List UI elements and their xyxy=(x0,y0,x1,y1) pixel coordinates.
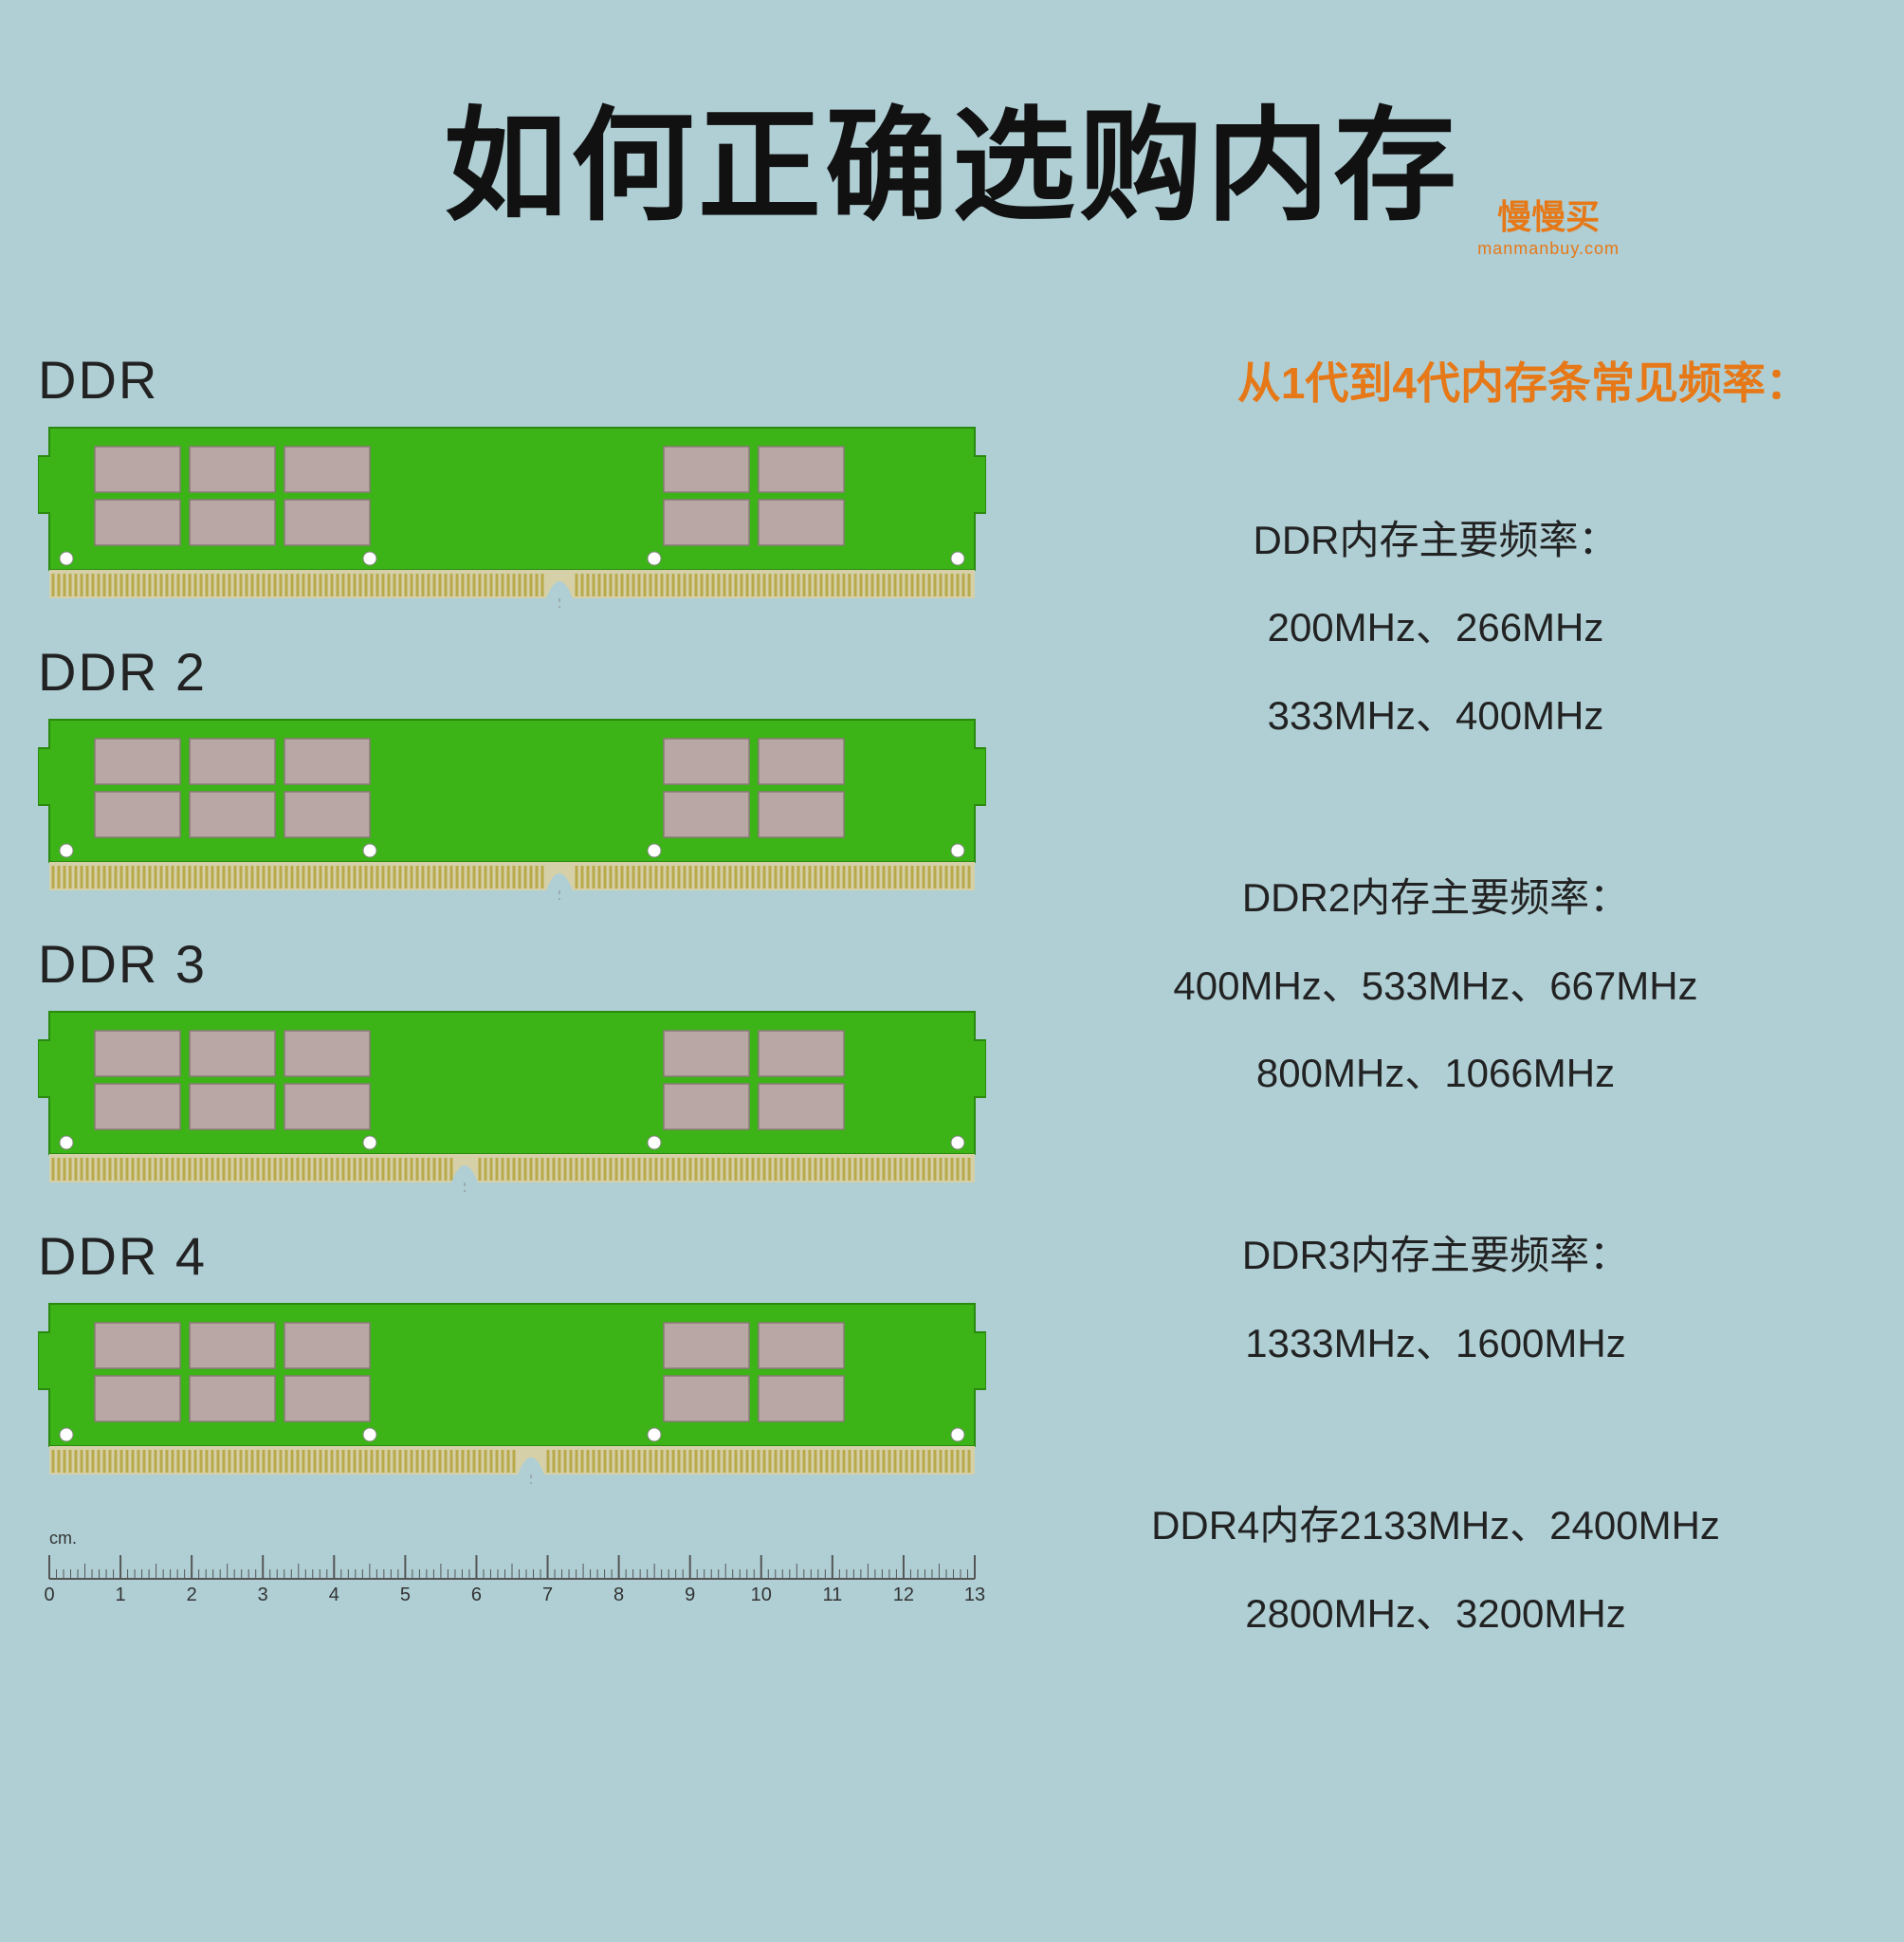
svg-text:7: 7 xyxy=(542,1585,553,1605)
spec-column: 从1代到4代内存条常见频率： DDR内存主要频率：200MHz、266MHz33… xyxy=(1005,349,1866,1752)
ram-label: DDR xyxy=(38,349,1005,411)
svg-text:13: 13 xyxy=(964,1585,985,1605)
svg-text:8: 8 xyxy=(613,1585,624,1605)
spec-line: 800MHz、1066MHz xyxy=(1043,1030,1828,1117)
svg-text:11: 11 xyxy=(822,1585,842,1605)
svg-text:0: 0 xyxy=(44,1585,54,1605)
watermark-brand: 慢慢买 xyxy=(1477,190,1620,239)
svg-text:4: 4 xyxy=(329,1585,339,1605)
watermark-url: manmanbuy.com xyxy=(1477,239,1620,259)
svg-text:3: 3 xyxy=(258,1585,268,1605)
ram-illustration xyxy=(38,418,986,613)
ram-module-ddr4: DDR 4 xyxy=(38,1225,1005,1489)
ram-illustration xyxy=(38,1294,986,1489)
spec-line: 2800MHz、3200MHz xyxy=(1043,1570,1828,1658)
ram-label: DDR 3 xyxy=(38,933,1005,995)
spec-heading: 从1代到4代内存条常见频率： xyxy=(1043,349,1828,412)
spec-group: DDR3内存主要频率：1333MHz、1600MHz xyxy=(1043,1212,1828,1387)
svg-text:6: 6 xyxy=(471,1585,482,1605)
spec-group: DDR2内存主要频率：400MHz、533MHz、667MHz800MHz、10… xyxy=(1043,854,1828,1117)
spec-line: 333MHz、400MHz xyxy=(1043,672,1828,760)
spec-line: DDR2内存主要频率： xyxy=(1043,854,1828,942)
spec-group: DDR4内存2133MHz、2400MHz2800MHz、3200MHz xyxy=(1043,1482,1828,1658)
ram-module-ddr3: DDR 3 xyxy=(38,933,1005,1197)
svg-text:1: 1 xyxy=(116,1585,126,1605)
ram-illustration xyxy=(38,710,986,905)
spec-line: 400MHz、533MHz、667MHz xyxy=(1043,943,1828,1030)
ram-module-ddr2: DDR 2 xyxy=(38,641,1005,905)
svg-text:9: 9 xyxy=(685,1585,695,1605)
svg-text:12: 12 xyxy=(893,1585,914,1605)
ram-label: DDR 4 xyxy=(38,1225,1005,1287)
watermark: 慢慢买 manmanbuy.com xyxy=(1477,190,1620,259)
ram-illustration xyxy=(38,1002,986,1197)
svg-text:cm.: cm. xyxy=(49,1529,77,1548)
ram-module-ddr: DDR xyxy=(38,349,1005,613)
svg-text:2: 2 xyxy=(187,1585,197,1605)
spec-line: DDR4内存2133MHz、2400MHz xyxy=(1043,1482,1828,1569)
spec-group: DDR内存主要频率：200MHz、266MHz333MHz、400MHz xyxy=(1043,497,1828,760)
ruler: cm.012345678910111213 xyxy=(38,1527,986,1617)
ram-diagram-column: DDRDDR 2DDR 3DDR 4 cm.012345678910111213 xyxy=(38,349,1005,1752)
spec-line: 1333MHz、1600MHz xyxy=(1043,1300,1828,1387)
svg-text:10: 10 xyxy=(751,1585,772,1605)
ram-label: DDR 2 xyxy=(38,641,1005,703)
spec-line: DDR3内存主要频率： xyxy=(1043,1212,1828,1299)
spec-line: 200MHz、266MHz xyxy=(1043,584,1828,671)
svg-text:5: 5 xyxy=(400,1585,411,1605)
spec-line: DDR内存主要频率： xyxy=(1043,497,1828,584)
